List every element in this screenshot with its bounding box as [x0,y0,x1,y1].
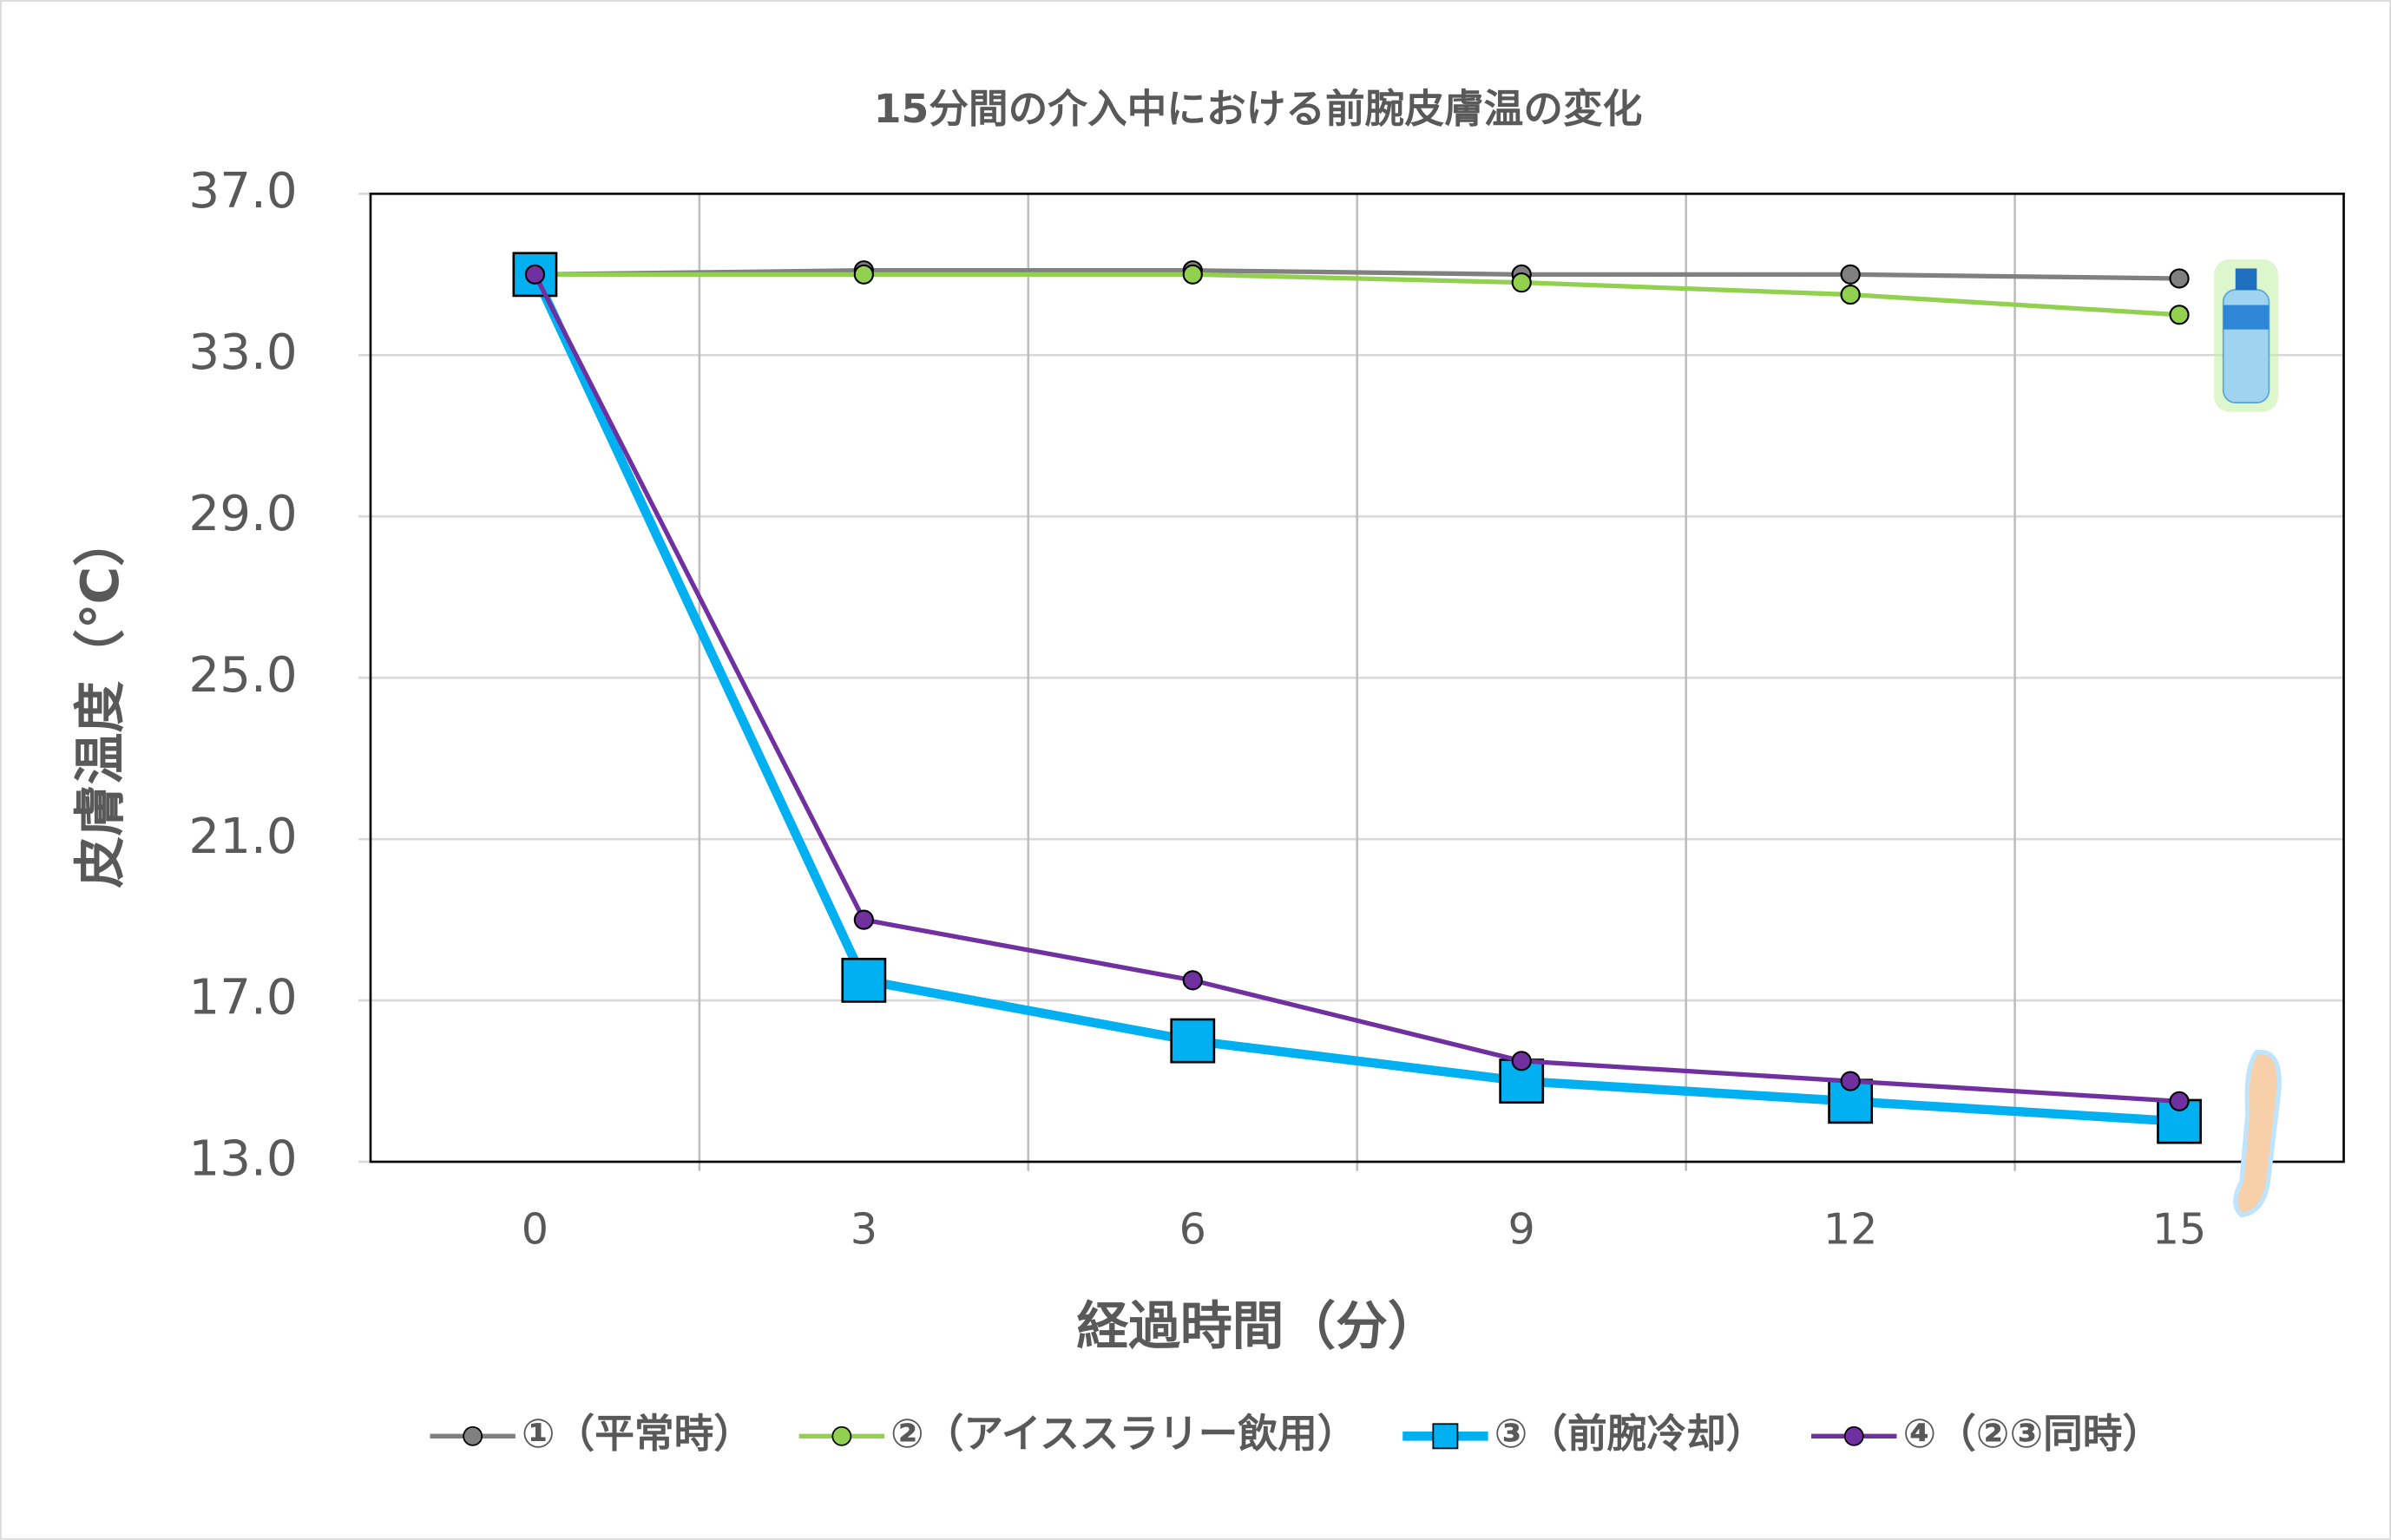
x-tick-label: 0 [522,1203,548,1254]
y-tick-label: 25.0 [188,647,297,704]
legend-marker [1843,1425,1864,1446]
y-tick-label: 29.0 [188,486,297,542]
legend-label: ②（アイススラリー飲用） [890,1411,1356,1457]
series-line [530,272,2180,1126]
legend: ①（平常時） ②（アイススラリー飲用） ③（前腕冷却） ④（②③同時） [430,1411,2162,1457]
legend-marker [831,1425,852,1446]
data-point [1840,1071,1861,1091]
bottle-icon [2214,259,2278,412]
plot-area: 13.0 17.0 21.0 25.0 29.0 33.0 37.0 0 3 6 9 12 15 [188,163,2345,1254]
data-point [841,957,887,1003]
y-tick-label: 21.0 [188,809,297,865]
arm-icon [2233,1049,2282,1218]
x-tick-label: 6 [1179,1203,1206,1254]
series-line [535,272,2180,318]
y-tick-label: 37.0 [188,163,297,220]
data-point [2169,305,2190,325]
series-line [533,273,2180,1104]
data-point [1511,1051,1532,1071]
x-tick-label: 3 [851,1203,877,1254]
data-point [1170,1018,1216,1064]
data-point [524,264,546,285]
plot-frame [369,193,2345,1163]
y-axis-title: 皮膚温度（℃） [71,514,131,888]
legend-marker [1432,1423,1459,1450]
series-line [535,268,2180,281]
data-point [512,252,558,298]
data-point [1840,264,1861,285]
legend-label: ③（前腕冷却） [1494,1411,1766,1457]
x-axis-title: 経過時間（分） [1077,1297,1440,1357]
data-point [2169,1091,2190,1111]
data-point [1840,284,1861,305]
x-tick-label: 12 [1823,1203,1878,1254]
y-tick-label: 33.0 [188,324,297,381]
data-point [1182,970,1203,991]
legend-label: ④（②③同時） [1902,1411,2162,1457]
legend-label: ①（平常時） [522,1411,753,1457]
chart-title: 15分間の介入中における前腕皮膚温の変化 [874,86,1643,132]
data-point [1511,272,1532,293]
data-point [853,264,874,285]
data-point [2169,268,2190,289]
x-tick-label: 9 [1508,1203,1535,1254]
y-tick-label: 13.0 [188,1131,297,1188]
x-tick-label: 15 [2152,1203,2207,1254]
data-point [1182,264,1203,285]
data-point [853,909,874,930]
y-tick-label: 17.0 [188,970,297,1026]
legend-marker [463,1425,483,1446]
